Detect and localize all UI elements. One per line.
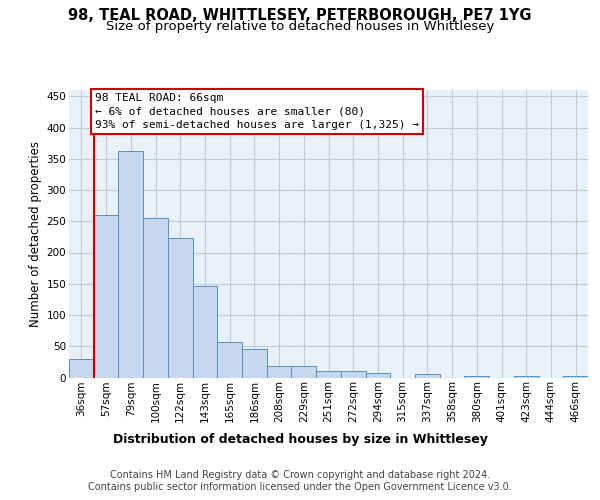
- Bar: [69, 359, 94, 378]
- Bar: [267, 366, 292, 378]
- Bar: [341, 371, 365, 378]
- Text: Contains public sector information licensed under the Open Government Licence v3: Contains public sector information licen…: [88, 482, 512, 492]
- Bar: [217, 342, 242, 378]
- Text: Size of property relative to detached houses in Whittlesey: Size of property relative to detached ho…: [106, 20, 494, 33]
- Text: 98 TEAL ROAD: 66sqm
← 6% of detached houses are smaller (80)
93% of semi-detache: 98 TEAL ROAD: 66sqm ← 6% of detached hou…: [95, 93, 419, 130]
- Bar: [415, 374, 440, 378]
- Bar: [193, 286, 217, 378]
- Bar: [514, 376, 539, 378]
- Bar: [464, 376, 489, 378]
- Text: 98, TEAL ROAD, WHITTLESEY, PETERBOROUGH, PE7 1YG: 98, TEAL ROAD, WHITTLESEY, PETERBOROUGH,…: [68, 8, 532, 22]
- Text: Distribution of detached houses by size in Whittlesey: Distribution of detached houses by size …: [113, 432, 487, 446]
- Bar: [143, 218, 168, 378]
- Y-axis label: Number of detached properties: Number of detached properties: [29, 141, 43, 327]
- Bar: [242, 350, 267, 378]
- Bar: [563, 376, 588, 378]
- Bar: [365, 372, 390, 378]
- Bar: [118, 151, 143, 378]
- Bar: [292, 366, 316, 378]
- Text: Contains HM Land Registry data © Crown copyright and database right 2024.: Contains HM Land Registry data © Crown c…: [110, 470, 490, 480]
- Bar: [94, 215, 118, 378]
- Bar: [316, 371, 341, 378]
- Bar: [168, 238, 193, 378]
